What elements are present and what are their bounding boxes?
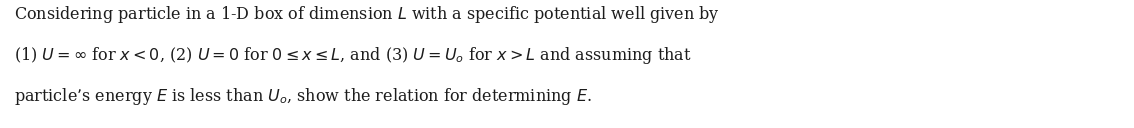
Text: (1) $U = \infty$ for $x < 0$, (2) $U = 0$ for $0 \leq x \leq L$, and (3) $U = U_: (1) $U = \infty$ for $x < 0$, (2) $U = 0… xyxy=(14,45,692,66)
Text: Considering particle in a 1-D box of dimension $L$ with a specific potential wel: Considering particle in a 1-D box of dim… xyxy=(14,4,719,25)
Text: particle’s energy $E$ is less than $U_o$, show the relation for determining $E$.: particle’s energy $E$ is less than $U_o$… xyxy=(14,86,592,107)
